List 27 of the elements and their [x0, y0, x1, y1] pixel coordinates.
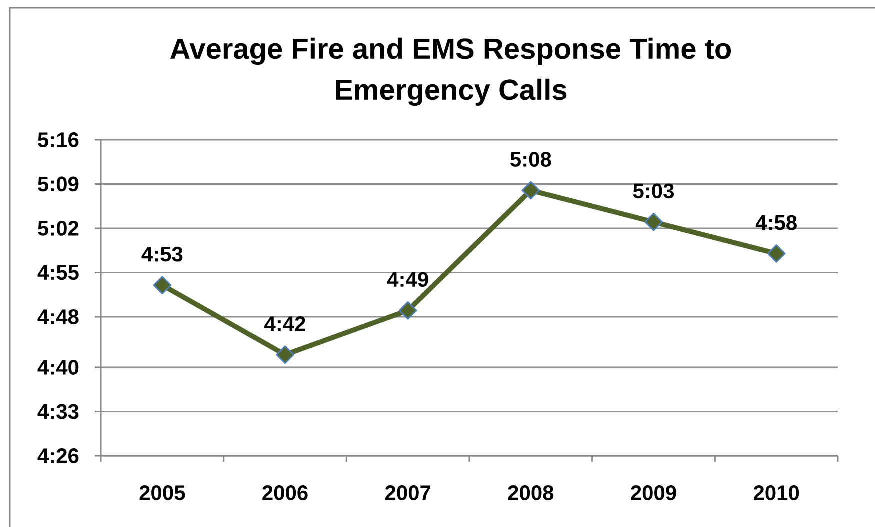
point: [522, 181, 540, 200]
point: [398, 301, 418, 320]
x-tick-label: 2010: [754, 486, 800, 500]
x-tick-label: 2008: [508, 486, 554, 500]
x-tick-label: 2007: [385, 486, 431, 500]
data-label: 4:53: [142, 246, 183, 262]
y-tick-label: 4:40: [38, 360, 79, 375]
point: [153, 276, 172, 295]
point: [644, 212, 663, 232]
x-tick-label: 2006: [262, 486, 308, 500]
y-tick-label: 4:55: [38, 265, 79, 280]
chart-title: Average Fire and EMS Response Time to Emergency Calls: [170, 38, 732, 106]
data-label: 4:49: [387, 272, 428, 288]
x-tick-label: 2005: [140, 486, 186, 500]
y-tick-label: 4:33: [38, 404, 79, 420]
data-label: 5:08: [510, 152, 552, 167]
data-label: 4:42: [264, 316, 306, 332]
point: [767, 244, 786, 263]
y-tick-label: 5:02: [38, 221, 79, 236]
y-tick-label: 5:09: [38, 176, 79, 192]
data-label: 5:03: [633, 184, 674, 199]
data-label: 4:58: [756, 215, 797, 230]
point: [276, 346, 294, 364]
y-tick-label: 4:26: [38, 448, 79, 464]
y-tick-label: 5:16: [38, 132, 79, 148]
x-tick-label: 2009: [631, 486, 676, 500]
y-tick-label: 4:48: [38, 310, 79, 324]
